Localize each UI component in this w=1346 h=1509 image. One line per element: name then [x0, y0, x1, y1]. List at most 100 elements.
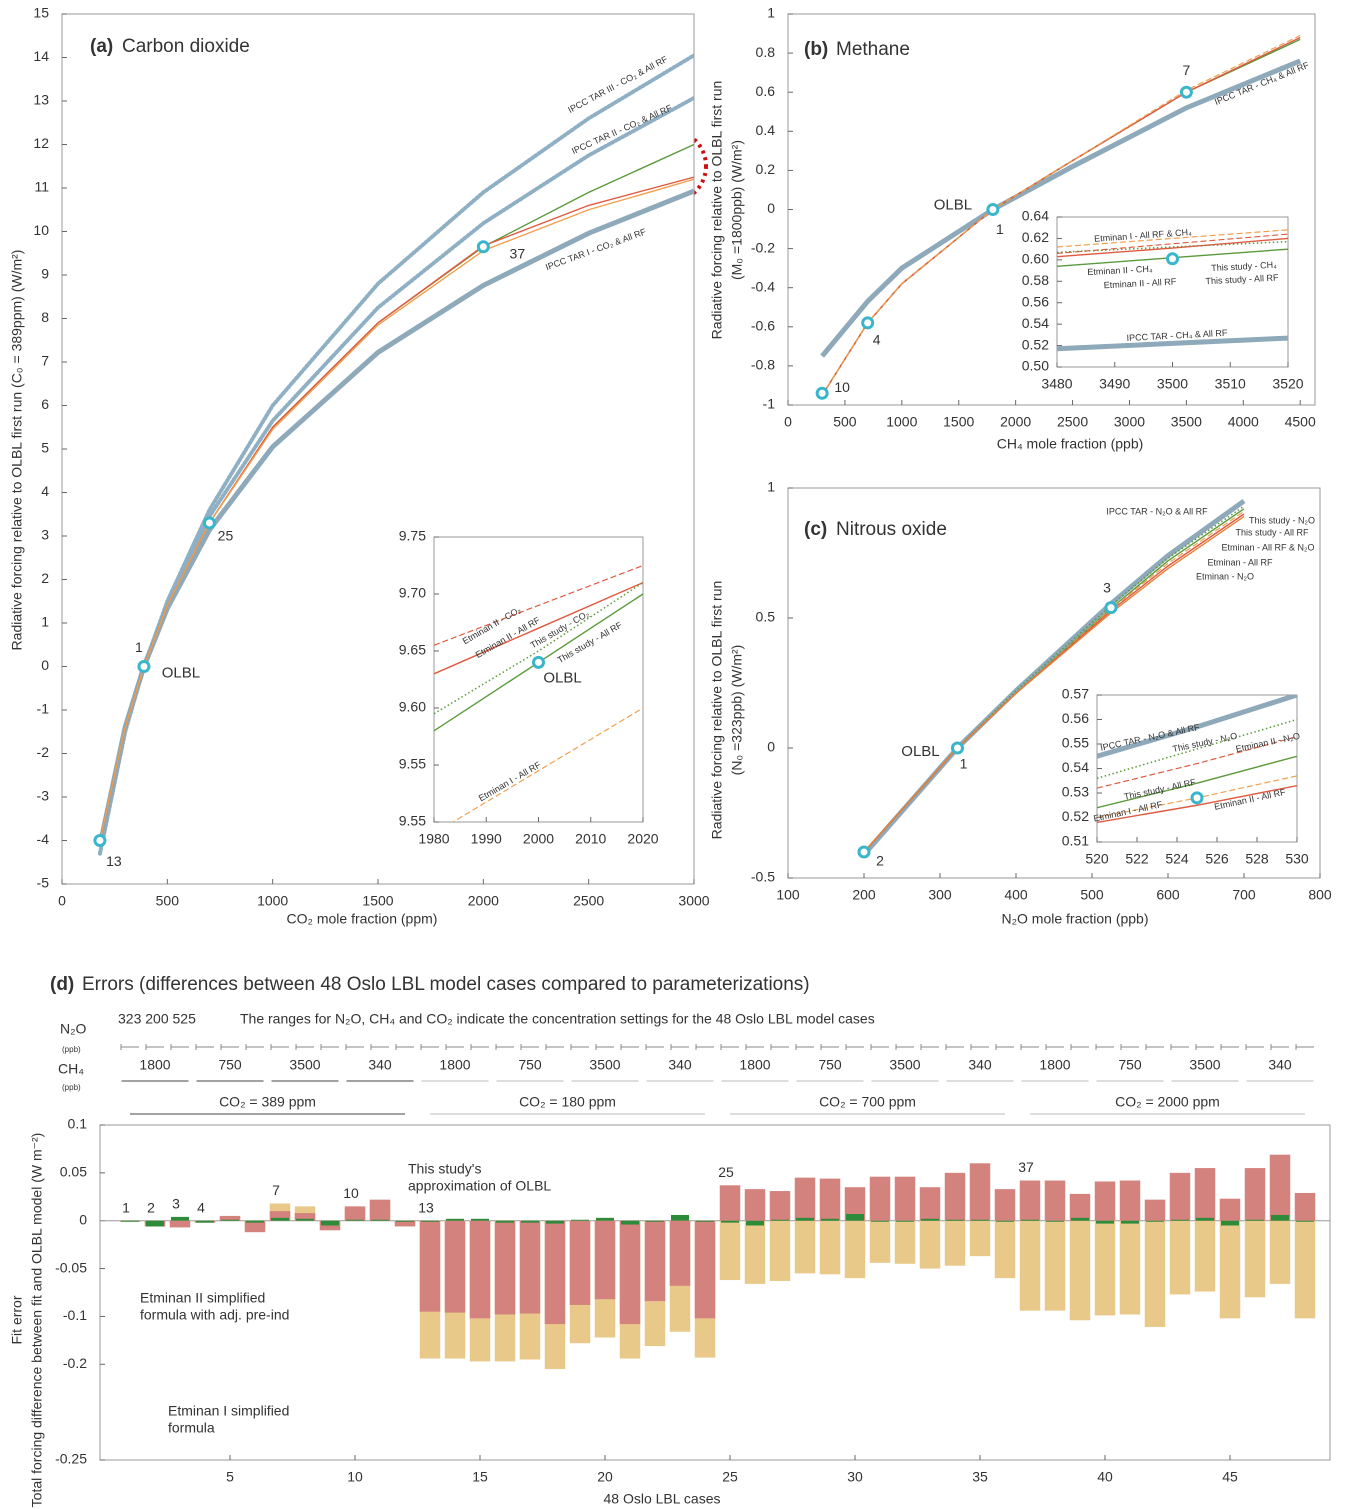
x-tick-label: 1000	[886, 414, 917, 430]
bar	[746, 1220, 764, 1226]
y-tick-label: 15	[33, 5, 49, 21]
data-point	[1166, 252, 1179, 266]
y-tick-label: -1	[763, 396, 776, 412]
ch4-value: 750	[1118, 1057, 1142, 1073]
bar	[994, 1220, 1016, 1279]
bar	[1146, 1220, 1164, 1222]
y-tick-label: 0	[41, 657, 49, 673]
bar	[846, 1214, 864, 1221]
ch4-value: 3500	[289, 1057, 320, 1073]
bar	[896, 1220, 914, 1222]
bar	[1171, 1219, 1189, 1221]
point-label: 1	[996, 221, 1004, 237]
y-tick-label: 11	[34, 179, 49, 195]
x-tick-label: 3520	[1272, 376, 1303, 392]
x-tick-label: 800	[1308, 887, 1332, 903]
bar	[1194, 1220, 1216, 1292]
y-tick-label: 0	[767, 739, 775, 755]
x-tick-label: 200	[852, 887, 876, 903]
y-tick-label: 9	[41, 266, 49, 282]
bar	[646, 1220, 664, 1222]
y-tick-label: 9.60	[399, 699, 426, 715]
bar	[1096, 1220, 1114, 1224]
bar	[994, 1189, 1016, 1221]
data-point	[476, 240, 490, 254]
y-tick-label: 0.60	[1022, 251, 1049, 267]
bar	[869, 1220, 891, 1263]
bar	[196, 1220, 214, 1223]
bar	[169, 1220, 191, 1228]
annotation: formula with adj. pre-ind	[140, 1307, 289, 1323]
bar	[521, 1220, 539, 1223]
ch4-value: 1800	[1039, 1057, 1070, 1073]
y-tick-label: 0.58	[1022, 272, 1049, 288]
y-tick-label: 0.57	[1062, 686, 1089, 702]
bar	[121, 1220, 139, 1222]
series-line	[1057, 240, 1288, 254]
bar	[1219, 1220, 1241, 1319]
bar	[1021, 1219, 1039, 1221]
bar	[794, 1177, 816, 1221]
series-line	[434, 581, 643, 675]
bar	[944, 1220, 966, 1266]
bar	[569, 1220, 591, 1305]
panel-letter: (d)	[50, 974, 74, 995]
bar	[1121, 1220, 1139, 1224]
panel-title: Carbon dioxide	[122, 36, 250, 57]
case-label: 3	[172, 1196, 180, 1212]
bar	[244, 1220, 266, 1233]
bar	[771, 1219, 789, 1221]
bar	[969, 1220, 991, 1257]
y-axis-label: Fit error	[9, 1295, 25, 1344]
bar	[1246, 1219, 1264, 1221]
ch4-value: 340	[968, 1057, 992, 1073]
data-point	[1179, 85, 1193, 99]
range-note: The ranges for N₂O, CH₄ and CO₂ indicate…	[240, 1011, 875, 1027]
co2-label: CO₂ = 180 ppm	[519, 1094, 616, 1110]
y-tick-label: 2	[41, 570, 49, 586]
point-label: 3	[1103, 579, 1111, 595]
bar	[919, 1220, 941, 1269]
y-tick-label: 7	[41, 353, 49, 369]
bar	[944, 1172, 966, 1221]
bar	[971, 1219, 989, 1221]
x-tick-label: 35	[972, 1469, 988, 1485]
annotation: formula	[168, 1420, 215, 1436]
bar	[1271, 1214, 1289, 1221]
bar	[769, 1220, 791, 1282]
point-label: 7	[1182, 62, 1190, 78]
series-label: IPCC TAR - N₂O & All RF	[1106, 506, 1208, 516]
bar	[171, 1216, 189, 1221]
data-point	[861, 316, 875, 330]
bar	[469, 1220, 491, 1319]
ch4-value: 340	[368, 1057, 392, 1073]
co2-label: CO₂ = 2000 ppm	[1115, 1094, 1220, 1110]
bar	[894, 1220, 916, 1264]
bar	[1069, 1193, 1091, 1221]
case-label: 1	[122, 1199, 130, 1215]
y-tick-label: 10	[33, 222, 49, 238]
bar	[546, 1220, 564, 1224]
series-line	[451, 707, 643, 822]
bar	[1044, 1220, 1066, 1311]
y-tick-label: 0.6	[756, 83, 776, 99]
bar	[1144, 1199, 1166, 1221]
y-tick-label: -2	[37, 744, 50, 760]
bar	[471, 1218, 489, 1221]
x-tick-label: 1000	[257, 893, 288, 909]
x-tick-label: 3000	[678, 893, 709, 909]
y-tick-label: 9.55	[399, 813, 426, 829]
y-tick-label: 1	[767, 5, 775, 21]
olbl-label: OLBL	[901, 743, 939, 760]
y-tick-label: -1	[37, 701, 50, 717]
series-label: Etminan - N₂O	[1196, 571, 1254, 581]
bar	[1196, 1217, 1214, 1221]
bar	[946, 1219, 964, 1221]
point-label: 4	[873, 332, 881, 348]
bar	[1169, 1220, 1191, 1295]
ch4-label: CH₄	[58, 1061, 84, 1077]
point-label: 1	[135, 639, 143, 655]
bar	[371, 1219, 389, 1221]
panel-title: Errors (differences between 48 Oslo LBL …	[82, 974, 810, 995]
panel-letter: (c)	[804, 519, 827, 540]
